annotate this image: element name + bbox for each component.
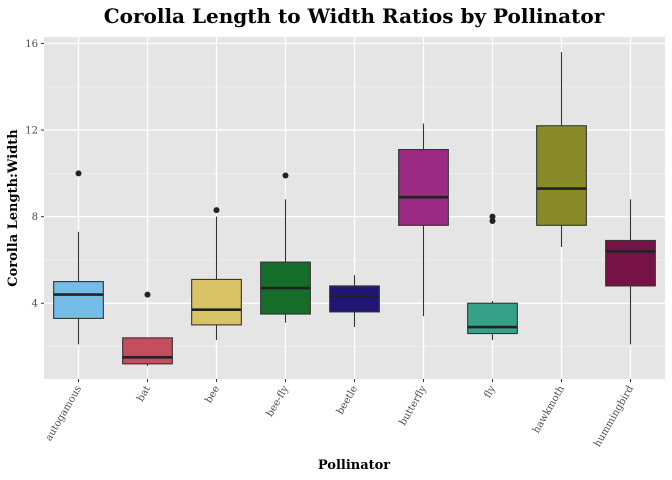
box-autogamous <box>53 170 104 345</box>
x-tick-label: autogamous <box>44 384 84 443</box>
x-tick-label: hummingbird <box>592 383 636 448</box>
box-iqr <box>467 302 518 335</box>
box-hawkmoth <box>536 52 587 247</box>
x-axis: autogamous bat bee bee-fly beetle butterfly fl… <box>44 379 636 449</box>
y-tick-label: 12 <box>25 126 38 137</box>
y-tick-label: 8 <box>32 212 38 223</box>
box-iqr <box>329 285 380 313</box>
outlier-point <box>282 172 289 179</box>
y-tick-label: 16 <box>25 39 38 50</box>
x-tick-label: bat <box>135 384 153 404</box>
outlier-point <box>75 170 82 177</box>
outlier-point <box>489 213 496 220</box>
box-beetle <box>329 275 380 328</box>
box-iqr <box>605 239 656 287</box>
x-tick-label: butterfly <box>398 384 430 428</box>
outlier-point <box>144 291 151 298</box>
x-tick-label: fly <box>482 384 498 400</box>
outlier-point <box>489 217 496 224</box>
x-tick-label: hawkmoth <box>531 384 567 436</box>
box-iqr <box>398 149 449 226</box>
box-fly <box>467 213 518 341</box>
box-bat <box>122 291 173 367</box>
outlier-point <box>213 207 220 214</box>
box-butterfly <box>398 123 449 317</box>
box-bee <box>191 207 242 341</box>
y-tick-label: 4 <box>32 299 38 310</box>
x-axis-title: Pollinator <box>318 458 390 473</box>
x-tick-label: bee <box>203 384 222 405</box>
y-axis-title: Corolla Length:Width <box>6 129 21 287</box>
box-iqr <box>191 278 242 326</box>
box-iqr <box>122 337 173 365</box>
box-hummingbird <box>605 199 656 345</box>
x-tick-label: beetle <box>335 384 360 417</box>
box-bee-fly <box>260 172 311 323</box>
boxes <box>53 52 656 367</box>
x-tick-label: bee-fly <box>265 384 292 419</box>
chart-title: Corolla Length to Width Ratios by Pollin… <box>104 4 605 28</box>
y-axis: 4 8 12 16 <box>25 39 44 310</box>
box-iqr <box>53 281 104 319</box>
box-iqr <box>536 125 587 226</box>
